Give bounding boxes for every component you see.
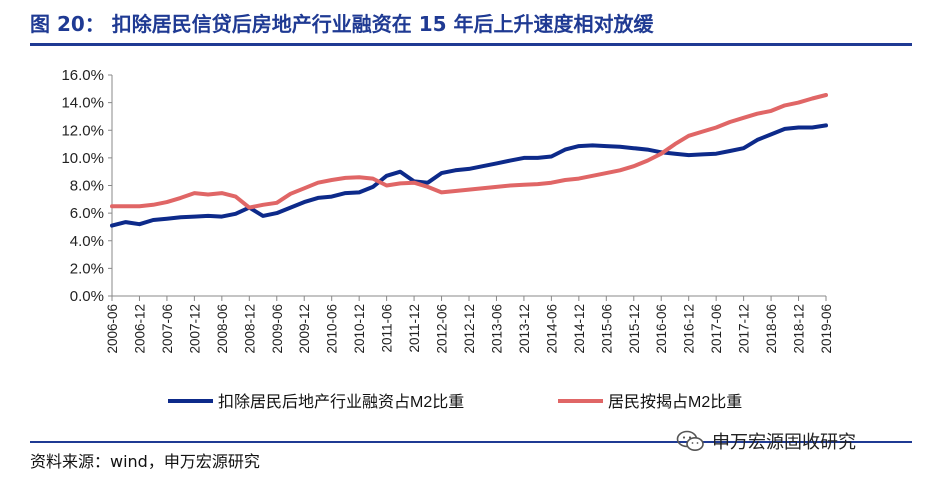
line-chart: 0.0% 2.0% 4.0% 6.0% 8.0% 10.0% 12.0% 14.0% 16.0%… — [61, 67, 834, 411]
x-tick-label: 2009-06 — [270, 304, 285, 354]
x-tick-label: 2006-12 — [132, 304, 147, 354]
x-tick-label: 2013-12 — [517, 304, 532, 354]
series-line-2 — [110, 93, 828, 210]
x-tick-label: 2014-12 — [572, 304, 587, 354]
watermark: 申万宏源固收研究 — [676, 428, 856, 454]
source-note: 资料来源：wind，申万宏源研究 — [30, 452, 260, 471]
y-tick-label: 10.0% — [61, 150, 104, 167]
x-tick-label: 2018-06 — [764, 304, 779, 354]
chart-title: 图 20： 扣除居民信贷后房地产行业融资在 15 年后上升速度相对放缓 — [30, 12, 654, 36]
x-tick-label: 2012-12 — [462, 304, 477, 354]
x-tick-label: 2010-12 — [352, 304, 367, 354]
legend: 扣除居民后地产行业融资占M2比重 居民按揭占M2比重 — [168, 393, 742, 411]
x-tick-label: 2017-06 — [709, 304, 724, 354]
x-tick-label: 2016-12 — [682, 304, 697, 354]
axes: 0.0% 2.0% 4.0% 6.0% 8.0% 10.0% 12.0% 14.0% 16.0%… — [61, 67, 834, 354]
x-tick-label: 2008-12 — [242, 304, 257, 354]
legend-label: 居民按揭占M2比重 — [608, 393, 742, 411]
series-line-1 — [110, 123, 828, 228]
x-tick-label: 2013-06 — [489, 304, 504, 354]
series-lines — [110, 93, 828, 228]
y-tick-label: 12.0% — [61, 122, 104, 139]
x-tick-label: 2007-12 — [187, 304, 202, 354]
y-tick-label: 2.0% — [70, 260, 104, 277]
watermark-text: 申万宏源固收研究 — [712, 432, 856, 453]
wechat-icon — [676, 430, 704, 451]
title-divider — [30, 43, 912, 46]
y-tick-label: 6.0% — [70, 205, 104, 222]
x-tick-label: 2014-06 — [544, 304, 559, 354]
x-tick-label: 2019-06 — [819, 304, 834, 354]
x-tick-label: 2016-06 — [654, 304, 669, 354]
y-tick-label: 4.0% — [70, 233, 104, 250]
y-tick-label: 0.0% — [70, 288, 104, 305]
x-tick-label: 2018-12 — [792, 304, 807, 354]
x-tick-label: 2009-12 — [297, 304, 312, 354]
footer-divider — [30, 441, 912, 443]
y-tick-label: 14.0% — [61, 95, 104, 112]
x-tick-label: 2017-12 — [737, 304, 752, 354]
x-tick-label: 2011-06 — [380, 304, 395, 353]
x-tick-label: 2008-06 — [215, 304, 230, 354]
x-tick-label: 2007-06 — [160, 304, 175, 354]
x-tick-label: 2010-06 — [325, 304, 340, 354]
x-tick-label: 2006-06 — [105, 304, 120, 354]
legend-label: 扣除居民后地产行业融资占M2比重 — [218, 393, 464, 411]
x-tick-label: 2011-12 — [407, 304, 422, 353]
x-tick-label: 2015-12 — [627, 304, 642, 354]
y-tick-label: 8.0% — [70, 178, 104, 195]
y-tick-label: 16.0% — [61, 67, 104, 84]
x-tick-label: 2012-06 — [435, 304, 450, 354]
x-tick-label: 2015-06 — [599, 304, 614, 354]
